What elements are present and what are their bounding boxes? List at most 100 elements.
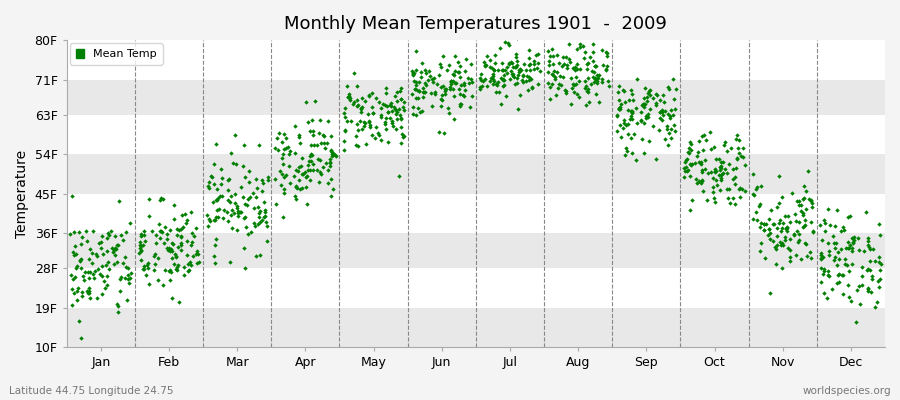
Point	[257, 206, 272, 213]
Point	[486, 72, 500, 79]
Point	[842, 245, 856, 251]
Point	[572, 44, 587, 50]
Point	[804, 197, 818, 203]
Point	[157, 282, 171, 289]
Point	[238, 265, 252, 272]
Point	[112, 276, 127, 282]
Point	[799, 206, 814, 212]
Point	[311, 179, 326, 185]
Point	[419, 82, 434, 88]
Point	[432, 129, 446, 135]
Point	[71, 318, 86, 324]
Point	[780, 245, 795, 252]
Point	[148, 251, 163, 258]
Point	[730, 155, 744, 162]
Point	[476, 78, 491, 84]
Point	[202, 185, 216, 191]
Point	[208, 242, 222, 248]
Point	[165, 246, 179, 252]
Point	[753, 240, 768, 246]
Point	[701, 170, 716, 176]
Point	[478, 76, 492, 82]
Point	[170, 226, 184, 233]
Point	[135, 266, 149, 272]
Point	[80, 238, 94, 244]
Point	[225, 207, 239, 213]
Point	[766, 238, 780, 244]
Point	[268, 201, 283, 207]
Point	[86, 275, 101, 282]
Point	[238, 174, 252, 180]
Point	[818, 227, 832, 234]
Point	[377, 118, 392, 125]
Point	[374, 111, 388, 118]
Point	[453, 101, 467, 108]
Point	[753, 182, 768, 189]
Point	[307, 142, 321, 148]
Point	[845, 260, 859, 267]
Point	[725, 176, 740, 182]
Point	[474, 83, 489, 90]
Point	[559, 88, 573, 94]
Point	[489, 81, 503, 87]
Point	[121, 265, 135, 271]
Point	[571, 46, 585, 52]
Point	[854, 282, 868, 288]
Point	[625, 91, 639, 97]
Point	[694, 161, 708, 168]
Point	[453, 62, 467, 69]
Point	[324, 133, 338, 140]
Point	[545, 71, 560, 77]
Point	[246, 190, 260, 196]
Point	[122, 276, 136, 282]
Point	[230, 213, 245, 219]
Point	[579, 83, 593, 89]
Point	[509, 75, 524, 82]
Point	[242, 168, 256, 174]
Point	[556, 54, 571, 60]
Point	[397, 133, 411, 139]
Point	[160, 245, 175, 251]
Point	[572, 40, 587, 47]
Point	[418, 67, 432, 73]
Point	[433, 102, 447, 109]
Point	[612, 104, 626, 111]
Point	[572, 94, 586, 100]
Point	[618, 122, 633, 128]
Point	[442, 62, 456, 68]
Point	[553, 60, 567, 66]
Point	[210, 207, 224, 213]
Point	[100, 248, 114, 254]
Point	[580, 66, 594, 72]
Point	[578, 85, 592, 91]
Point	[770, 261, 784, 267]
Point	[248, 223, 262, 230]
Point	[634, 118, 649, 124]
Point	[767, 221, 781, 227]
Point	[372, 132, 386, 138]
Point	[409, 112, 423, 118]
Point	[587, 79, 601, 85]
Point	[852, 301, 867, 308]
Point	[324, 148, 338, 154]
Point	[677, 173, 691, 180]
Point	[830, 207, 844, 214]
Point	[728, 201, 742, 208]
Point	[177, 210, 192, 217]
Point	[495, 83, 509, 90]
Point	[713, 164, 727, 170]
Point	[861, 234, 876, 241]
Point	[395, 131, 410, 138]
Point	[140, 265, 155, 271]
Point	[170, 264, 184, 270]
Point	[723, 186, 737, 192]
Point	[213, 166, 228, 172]
Point	[438, 86, 453, 93]
Point	[63, 231, 77, 237]
Point	[249, 176, 264, 182]
Point	[713, 187, 727, 193]
Point	[259, 238, 274, 244]
Point	[386, 122, 400, 129]
Point	[350, 121, 365, 127]
Point	[618, 98, 633, 105]
